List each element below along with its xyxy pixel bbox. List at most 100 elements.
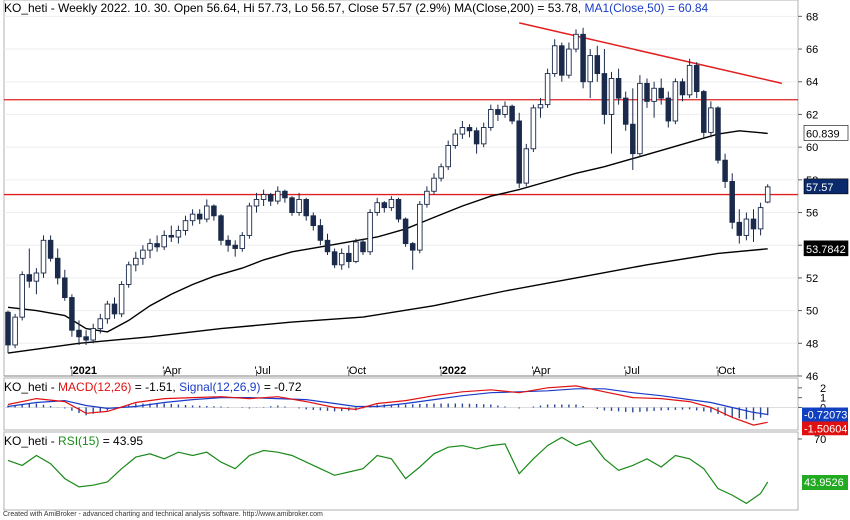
candle-body (388, 198, 395, 209)
value-badge (803, 125, 849, 141)
value-badge-label: 53.7842 (806, 244, 846, 256)
candle-body (12, 316, 18, 346)
candle (317, 219, 324, 246)
candle (686, 58, 693, 99)
candle (630, 88, 636, 171)
header-symbol: KO_heti (4, 1, 47, 15)
candle (466, 124, 473, 138)
macd-line (7, 385, 768, 426)
x-tick-label: 'Jul (624, 365, 640, 377)
candle-body (729, 181, 735, 223)
candle-body (580, 33, 586, 83)
candle-body (459, 127, 466, 135)
candle (495, 104, 501, 121)
candle (189, 209, 196, 226)
candle-body (736, 221, 743, 236)
candle (395, 197, 402, 223)
candle-body (608, 78, 615, 115)
candle (544, 68, 551, 108)
header-desc: - Weekly 2022. 10. 30. Open 56.64, Hi 57… (47, 1, 454, 15)
y-tick-label: 68 (806, 11, 818, 23)
candle-body (360, 241, 366, 253)
candle (431, 173, 437, 195)
candle-body (196, 213, 203, 220)
candle (5, 310, 11, 354)
candle-body (253, 198, 260, 207)
candle-body (367, 212, 373, 253)
candle (566, 42, 572, 79)
macd-badges: -1.50604-0.72073 (802, 407, 848, 436)
candle-body (225, 239, 231, 246)
candle (346, 245, 352, 269)
candle-body (26, 274, 33, 282)
candle (260, 189, 267, 206)
candle (62, 269, 68, 301)
rsi-panel: 70 43.9526 KO_heti - RSI(15) = 43.95 (3, 431, 848, 511)
candle (459, 120, 466, 139)
x-tick-label: '2022 (439, 365, 466, 377)
rsi-line (7, 436, 769, 505)
candle (537, 98, 544, 118)
candle (310, 212, 317, 231)
candle-body (473, 130, 480, 145)
candle (133, 251, 139, 272)
candle-body (97, 318, 104, 330)
x-tick-label: 'Jul (255, 365, 271, 377)
candle-body (111, 303, 118, 315)
candle (573, 29, 579, 53)
candle-body (69, 297, 75, 331)
candle (33, 268, 40, 295)
candle-body (33, 272, 40, 282)
candle (374, 197, 380, 216)
candle (679, 78, 686, 102)
candle-body (686, 64, 693, 96)
candle (360, 238, 366, 256)
rsi-value: = 43.95 (99, 434, 143, 448)
candle-body (296, 198, 302, 213)
candle (587, 49, 593, 99)
candle-body (374, 202, 380, 213)
candle (750, 209, 757, 242)
candle (289, 196, 295, 216)
candle-body (5, 311, 11, 346)
candle (551, 39, 558, 77)
candle (637, 75, 643, 157)
date-axis: '2021 'Apr 'Jul 'Oct '2022 'Apr 'Jul 'Oct (4, 365, 798, 377)
rsi-value-badge (802, 474, 848, 490)
candle (54, 248, 61, 285)
candle-body (466, 127, 473, 132)
candle-body (90, 328, 96, 341)
candle-body (395, 198, 402, 220)
candle (211, 204, 217, 221)
candle-body (693, 64, 700, 92)
candle (729, 173, 735, 229)
candle (338, 248, 345, 270)
candle-body (218, 215, 224, 241)
candle (722, 153, 728, 188)
candle-body (544, 73, 551, 106)
candle-body (40, 239, 47, 274)
candle (76, 320, 82, 345)
x-tick-label: 'Oct (347, 365, 366, 377)
candle (402, 217, 409, 247)
rsi-badge: 43.9526 (802, 474, 848, 490)
candle (239, 232, 246, 252)
candle (523, 143, 530, 187)
candle (12, 313, 18, 349)
candle-body (743, 218, 750, 236)
candle-body (104, 303, 111, 320)
candle (267, 192, 274, 206)
candle (154, 235, 160, 252)
candle-body (431, 177, 437, 192)
candle (111, 297, 118, 319)
candle-body (495, 109, 501, 115)
candle-body (452, 133, 459, 146)
candle-body (175, 230, 182, 238)
candle (47, 235, 54, 262)
candle-body (630, 123, 636, 155)
candle (353, 238, 359, 264)
candle (580, 27, 586, 89)
candle (736, 209, 743, 244)
candle (324, 233, 331, 256)
